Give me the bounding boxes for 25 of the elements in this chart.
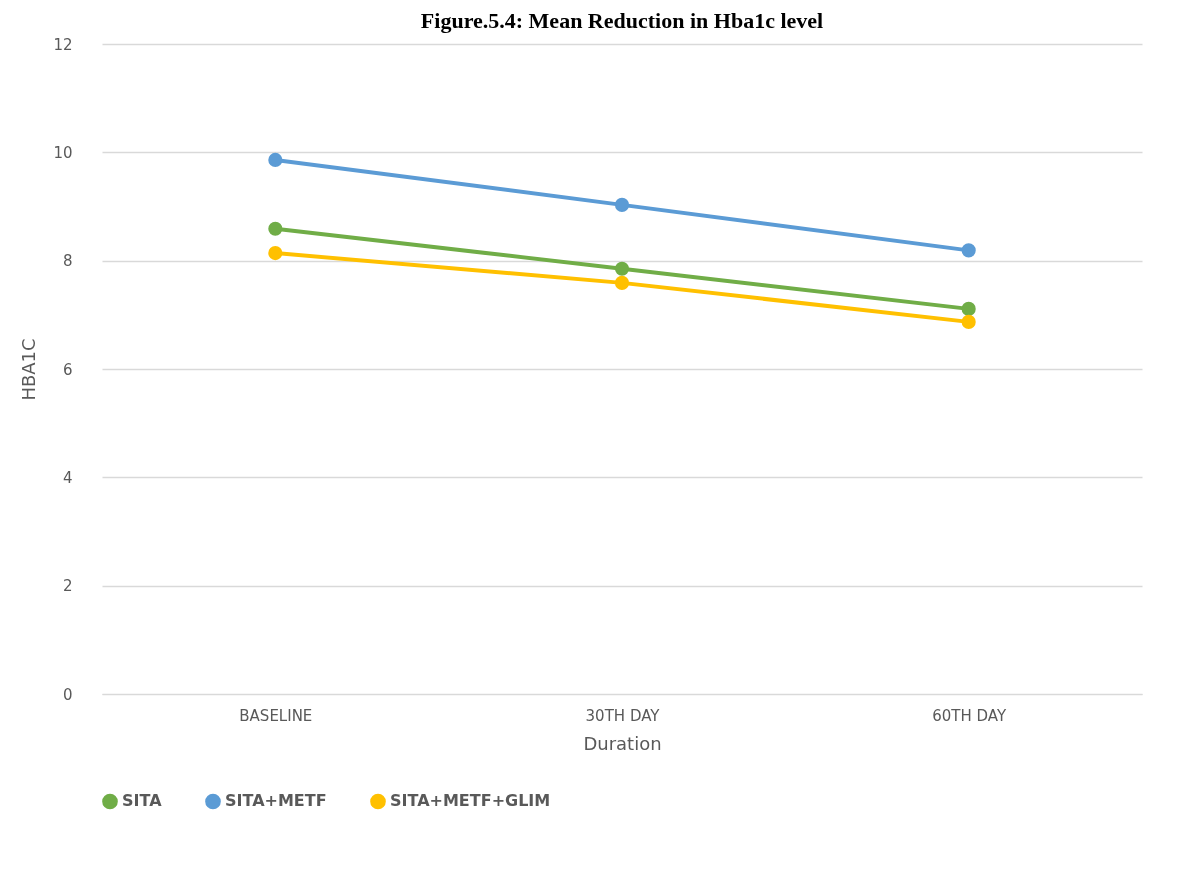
point: [961, 301, 976, 316]
point: [961, 243, 976, 258]
chart-title: Figure.5.4: Mean Reduction in Hba1c level: [420, 8, 824, 33]
y-tick-label: 6: [62, 360, 73, 379]
x-axis-title: Duration: [583, 732, 662, 754]
point: [961, 314, 976, 329]
y-tick-label: 0: [62, 685, 73, 704]
y-tick-label: 12: [53, 35, 73, 54]
legend-label: SITA: [122, 791, 163, 811]
legend-label: SITA+METF: [225, 791, 327, 811]
y-tick-label: 10: [53, 143, 73, 162]
point: [268, 246, 283, 261]
point: [268, 221, 283, 236]
y-tick-label: 4: [62, 468, 73, 487]
y-tick-label: 2: [62, 577, 73, 596]
point: [614, 275, 630, 290]
y-axis-title: HBA1C: [18, 338, 40, 401]
legend-label: SITA+METF+GLIM: [390, 791, 551, 811]
point: [614, 261, 630, 276]
point: [614, 197, 630, 212]
x-tick-label: 60TH DAY: [932, 706, 1007, 725]
x-tick-label: 30TH DAY: [585, 706, 661, 725]
y-tick-label: 8: [62, 252, 73, 271]
point: [268, 152, 283, 167]
x-tick-label: BASELINE: [239, 706, 313, 725]
